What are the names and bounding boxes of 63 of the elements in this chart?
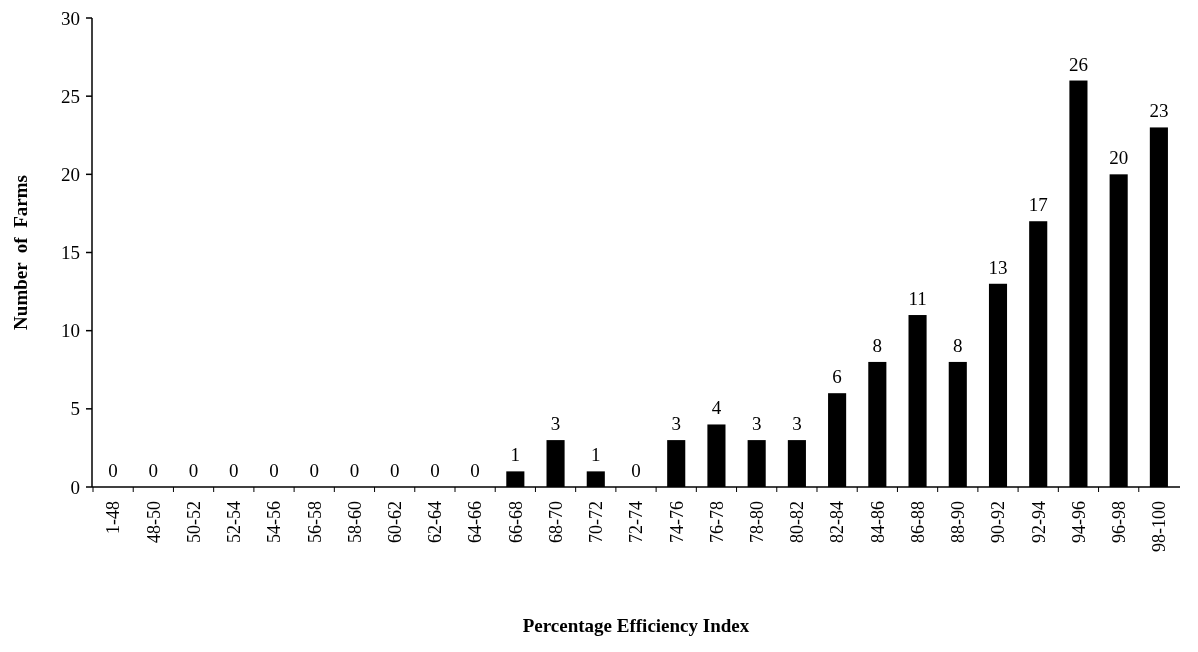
x-tick-label: 62-64	[425, 501, 446, 543]
x-tick-label: 58-60	[344, 501, 365, 543]
data-label: 6	[832, 366, 842, 388]
data-label: 1	[510, 444, 521, 466]
data-label: 0	[108, 460, 118, 481]
x-tick-label: 66-68	[505, 501, 526, 543]
x-tick-label: 86-88	[907, 501, 928, 543]
data-label: 17	[1028, 194, 1048, 216]
x-tick-label: 1-48	[103, 501, 124, 534]
x-tick-label: 68-70	[545, 501, 566, 543]
data-label: 11	[908, 288, 927, 310]
x-tick-label: 84-86	[867, 501, 888, 543]
data-label: 1	[591, 444, 601, 466]
x-tick-label: 82-84	[827, 501, 848, 543]
data-label: 26	[1068, 53, 1088, 75]
x-tick-label: 90-92	[988, 501, 1009, 543]
x-tick-label: 74-76	[666, 501, 687, 543]
data-label: 0	[430, 460, 440, 481]
x-tick-label: 60-62	[384, 501, 405, 543]
data-label: 20	[1109, 147, 1129, 169]
x-tick-label: 56-58	[304, 501, 325, 543]
data-label: 8	[953, 334, 963, 356]
data-label: 3	[792, 413, 802, 435]
x-tick-label: 94-96	[1068, 501, 1089, 543]
data-label: 4	[711, 397, 722, 419]
data-label: 23	[1149, 100, 1169, 122]
x-tick-label: 92-94	[1028, 501, 1049, 543]
x-tick-label: 50-52	[183, 501, 204, 543]
data-label: 3	[671, 413, 681, 435]
x-tick-label: 72-74	[626, 501, 647, 543]
x-tick-label: 52-54	[224, 501, 245, 543]
x-tick-label: 78-80	[746, 501, 767, 543]
data-label: 3	[550, 413, 561, 435]
x-tick-label: 54-56	[264, 501, 285, 543]
data-label: 3	[751, 413, 762, 435]
x-tick-label: 96-98	[1108, 501, 1129, 543]
data-label: 0	[389, 460, 400, 481]
x-tick-label: 80-82	[787, 501, 808, 543]
y-tick-label: 20	[61, 163, 80, 185]
x-tick-label: 70-72	[586, 501, 607, 543]
y-tick-label: 15	[61, 242, 80, 264]
x-tick-label: 48-50	[143, 501, 164, 543]
y-axis-title: Number of Farms	[9, 175, 31, 330]
x-axis-title: Percentage Efficiency Index	[522, 615, 750, 636]
y-tick-label: 25	[61, 85, 80, 107]
data-label: 13	[988, 256, 1008, 278]
data-label: 0	[470, 460, 480, 481]
x-tick-label: 64-66	[465, 501, 486, 543]
data-label: 0	[229, 460, 239, 481]
data-label: 0	[148, 460, 159, 481]
x-tick-label: 88-90	[948, 501, 969, 543]
x-tick-label: 98-100	[1149, 501, 1170, 552]
data-label: 0	[269, 460, 279, 481]
data-label: 0	[188, 460, 199, 481]
data-label: 8	[872, 334, 883, 356]
data-label: 0	[309, 460, 319, 481]
y-tick-label: 30	[61, 7, 80, 29]
y-tick-label: 5	[70, 398, 80, 420]
y-tick-label: 10	[61, 320, 80, 342]
data-label: 0	[349, 460, 360, 481]
x-tick-label: 76-78	[706, 501, 727, 543]
y-tick-label: 0	[70, 476, 80, 498]
data-label: 0	[631, 460, 641, 481]
